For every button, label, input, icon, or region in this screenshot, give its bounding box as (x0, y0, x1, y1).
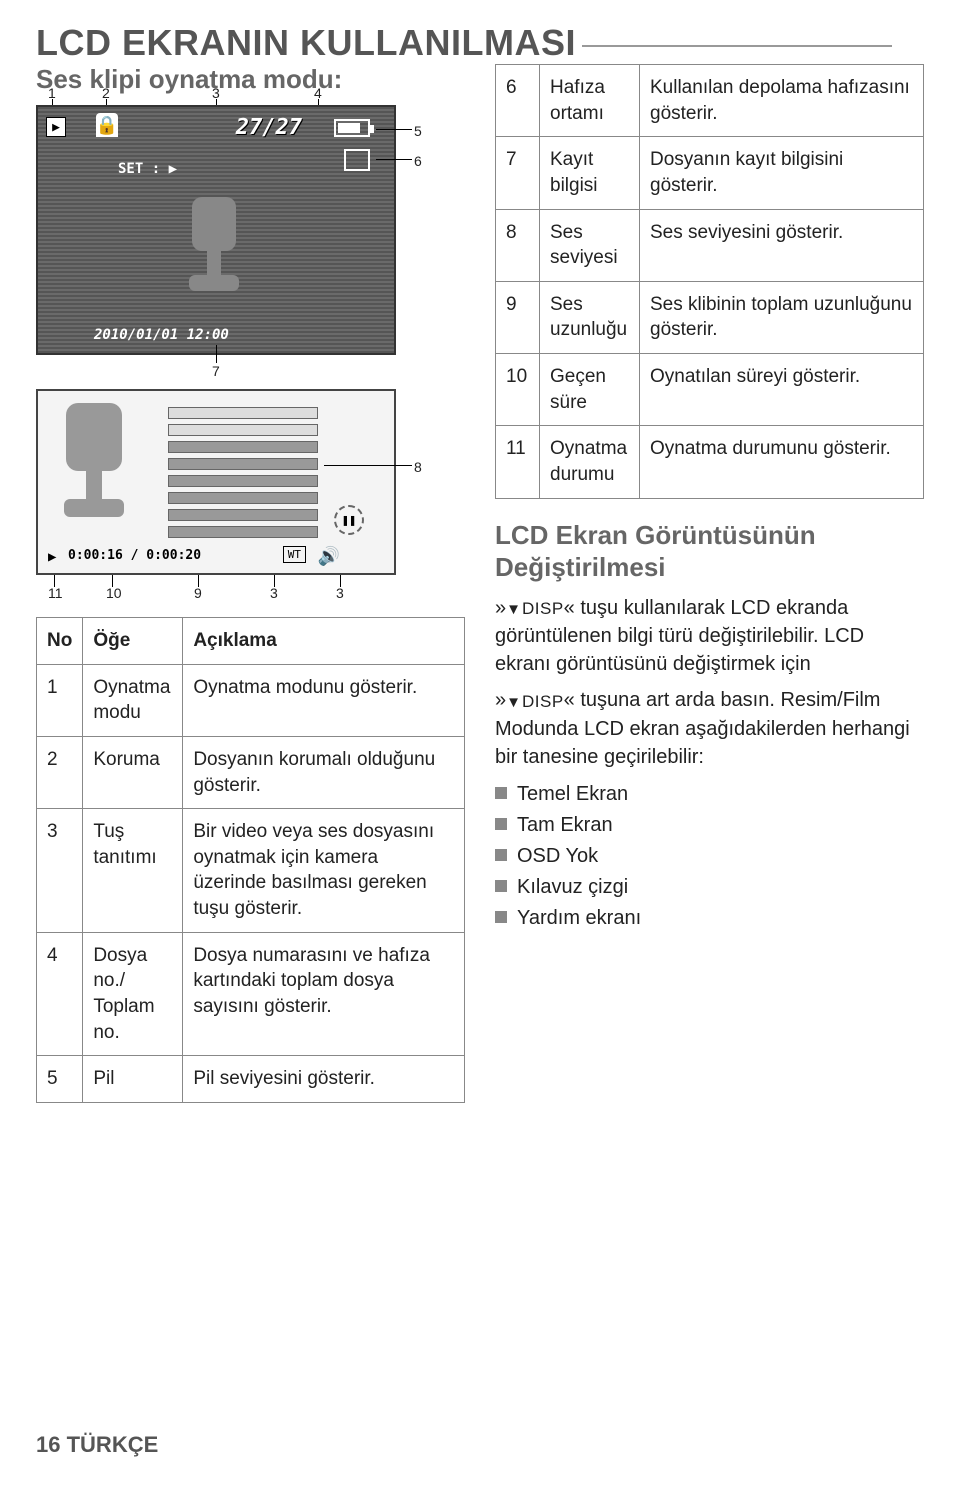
list-item: Tam Ekran (495, 810, 924, 841)
list-item: Temel Ekran (495, 779, 924, 810)
pause-icon: ❚❚ (334, 505, 364, 535)
table-row: 8 Ses seviyesi Ses seviyesini gösterir. (496, 209, 924, 281)
disp-icon-2: DISP (506, 687, 564, 715)
callout-6: 6 (414, 153, 422, 169)
para-1: »DISP« tuşu kullanılarak LCD ekranda gör… (495, 594, 924, 679)
th-desc: Açıklama (183, 618, 465, 665)
list-item: Yardım ekranı (495, 903, 924, 934)
lock-icon: 🔒 (96, 113, 118, 137)
table-row: 4 Dosya no./ Toplam no. Dosya numarasını… (37, 932, 465, 1056)
table-row: 5 Pil Pil seviyesini gösterir. (37, 1056, 465, 1103)
callout-5: 5 (414, 123, 422, 139)
th-item: Öğe (83, 618, 183, 665)
disp-icon: DISP (506, 594, 564, 622)
para-2: »DISP« tuşuna art arda basın. Resim/Film… (495, 686, 924, 771)
table-row: 11 Oynatma durumu Oynatma durumunu göste… (496, 426, 924, 498)
list-item: Kılavuz çizgi (495, 872, 924, 903)
volume-bars (168, 407, 318, 543)
play-icon-small: ▶ (48, 549, 56, 565)
bullet-list: Temel Ekran Tam Ekran OSD Yok Kılavuz çi… (495, 779, 924, 934)
table-row: 3 Tuş tanıtımı Bir video veya ses dosyas… (37, 809, 465, 933)
table-row: 9 Ses uzunluğu Ses klibinin toplam uzunl… (496, 281, 924, 353)
date-text: 2010/01/01 12:00 (94, 327, 229, 343)
lcd-screenshot-2: ❚❚ ▶ 0:00:16 / 0:00:20 WT 🔊 8 11 10 9 3 … (36, 389, 436, 575)
callout-7: 7 (212, 363, 220, 379)
mic-icon (184, 197, 244, 297)
list-item: OSD Yok (495, 841, 924, 872)
times-text: 0:00:16 / 0:00:20 (68, 548, 201, 563)
battery-icon (334, 119, 370, 137)
left-column: Ses klipi oynatma modu: 1 2 3 4 ▶ 🔒 27/2… (36, 64, 465, 1103)
callout-11: 11 (48, 585, 63, 601)
footer-lang: TÜRKÇE (67, 1432, 159, 1457)
table-row: 7 Kayıt bilgisi Dosyanın kayıt bilgisini… (496, 137, 924, 209)
right-column: 6 Hafıza ortamı Kullanılan depolama hafı… (495, 64, 924, 1103)
main-title-text: LCD EKRANIN KULLANILMASI (36, 22, 576, 63)
th-no: No (37, 618, 83, 665)
left-table: No Öğe Açıklama 1 Oynatma modu Oynatma m… (36, 617, 465, 1103)
callout-9: 9 (194, 585, 202, 601)
page-title: LCD EKRANIN KULLANILMASI (36, 22, 924, 64)
speaker-icon: 🔊 (318, 546, 340, 567)
set-text: SET : ▶ (118, 161, 177, 177)
callout-8: 8 (414, 459, 422, 475)
play-mode-icon: ▶ (46, 117, 66, 137)
lcd-screenshot-1: 1 2 3 4 ▶ 🔒 27/27 SET : ▶ 2010/01/01 12:… (36, 105, 436, 355)
table-row: 6 Hafıza ortamı Kullanılan depolama hafı… (496, 65, 924, 137)
page-number: 16 (36, 1432, 60, 1457)
right-table: 6 Hafıza ortamı Kullanılan depolama hafı… (495, 64, 924, 499)
table-row: 1 Oynatma modu Oynatma modunu gösterir. (37, 664, 465, 736)
storage-icon (344, 149, 370, 171)
subtitle: Ses klipi oynatma modu: (36, 64, 465, 95)
callout-3c: 3 (336, 585, 344, 601)
title-rule (582, 45, 892, 47)
table-header: No Öğe Açıklama (37, 618, 465, 665)
callout-3b: 3 (270, 585, 278, 601)
page-footer: 16 TÜRKÇE (36, 1432, 158, 1458)
section-heading: LCD Ekran Görüntüsünün Değiştirilmesi (495, 519, 924, 584)
table-row: 10 Geçen süre Oynatılan süreyi gösterir. (496, 354, 924, 426)
wt-label: WT (283, 546, 306, 563)
table-row: 2 Koruma Dosyanın korumalı olduğunu göst… (37, 736, 465, 808)
mic-icon-2 (54, 403, 134, 523)
counter-text: 27/27 (236, 115, 302, 140)
callout-10: 10 (106, 585, 122, 601)
